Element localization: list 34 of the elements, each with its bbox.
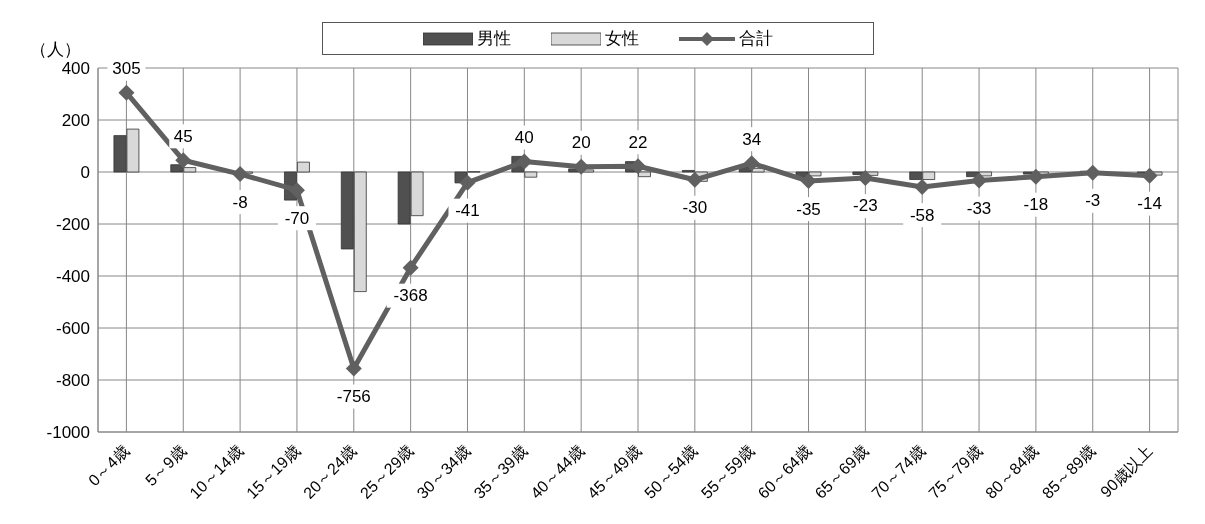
y-tick-label: 0 (80, 163, 90, 183)
data-label: -70 (284, 208, 310, 228)
data-label: -3 (1085, 191, 1101, 211)
legend-label: 合計 (738, 28, 773, 50)
data-label: -58 (909, 205, 935, 225)
data-label: -756 (336, 387, 371, 407)
data-label: -30 (682, 198, 708, 218)
data-label: -18 (1023, 195, 1049, 215)
data-label: 34 (742, 129, 762, 149)
y-axis-title: （人） (30, 39, 81, 61)
x-tick-label: 5～9歳 (142, 441, 190, 490)
legend-label: 男性 (476, 28, 511, 50)
y-tick-label: -200 (55, 215, 90, 235)
x-tick-label: 90歳以上 (1097, 441, 1156, 501)
data-label: 22 (628, 132, 648, 152)
data-label: -41 (455, 201, 480, 221)
legend-label: 女性 (604, 28, 639, 50)
data-label: -368 (393, 286, 428, 306)
y-tick-label: 200 (61, 111, 90, 131)
y-tick-label: -1000 (46, 423, 90, 443)
data-label: -33 (966, 199, 992, 219)
y-tick-label: 400 (61, 59, 90, 79)
data-label: 305 (112, 59, 141, 79)
data-label: 45 (173, 126, 193, 146)
y-tick-label: -600 (55, 319, 90, 339)
y-tick-label: -800 (55, 371, 90, 391)
data-label: 40 (514, 128, 534, 148)
data-label: 20 (571, 133, 591, 153)
data-label: -14 (1137, 194, 1162, 214)
y-tick-label: -400 (55, 267, 90, 287)
x-tick-label: 0～4歳 (85, 441, 133, 490)
data-label: -35 (796, 199, 821, 219)
data-label: -8 (232, 192, 248, 212)
data-label: -23 (853, 196, 878, 216)
